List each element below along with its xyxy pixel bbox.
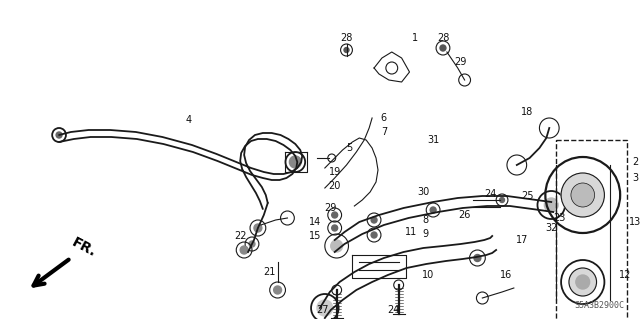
Text: 19: 19 — [328, 167, 341, 177]
Text: 1: 1 — [412, 33, 419, 43]
Text: 10: 10 — [422, 270, 435, 280]
Circle shape — [332, 212, 338, 218]
Circle shape — [371, 217, 377, 223]
Text: 5: 5 — [346, 143, 353, 153]
Circle shape — [344, 48, 349, 53]
Circle shape — [331, 240, 342, 252]
Circle shape — [240, 246, 248, 254]
Text: 8: 8 — [422, 215, 428, 225]
Circle shape — [332, 225, 338, 231]
Text: 9: 9 — [422, 229, 428, 239]
Text: 16: 16 — [500, 270, 512, 280]
Text: 15: 15 — [309, 231, 321, 241]
Circle shape — [545, 198, 558, 212]
Text: 14: 14 — [309, 217, 321, 227]
Text: 6: 6 — [381, 113, 387, 123]
Circle shape — [571, 183, 595, 207]
Text: 31: 31 — [427, 135, 439, 145]
Circle shape — [56, 132, 62, 138]
Text: 12: 12 — [619, 270, 631, 280]
Circle shape — [254, 224, 262, 232]
Text: 24: 24 — [388, 305, 400, 315]
Circle shape — [576, 275, 589, 289]
Text: 21: 21 — [264, 267, 276, 277]
Text: 20: 20 — [328, 181, 341, 191]
Text: 13: 13 — [628, 217, 640, 227]
Text: 28: 28 — [436, 33, 449, 43]
Circle shape — [500, 197, 504, 203]
Text: 2: 2 — [632, 157, 638, 167]
Text: 18: 18 — [520, 107, 532, 117]
Text: 25: 25 — [522, 191, 534, 201]
Circle shape — [274, 286, 282, 294]
Text: S5A3B2900C: S5A3B2900C — [574, 301, 624, 310]
Text: 22: 22 — [234, 231, 246, 241]
Text: 24: 24 — [484, 189, 497, 199]
Text: FR.: FR. — [69, 235, 98, 260]
Text: 11: 11 — [405, 227, 417, 237]
Circle shape — [289, 156, 301, 168]
Text: 27: 27 — [317, 305, 329, 315]
Circle shape — [317, 300, 333, 316]
Text: 23: 23 — [553, 213, 565, 223]
Text: 3: 3 — [632, 173, 638, 183]
Circle shape — [561, 173, 604, 217]
Text: 30: 30 — [417, 187, 429, 197]
Circle shape — [474, 255, 481, 262]
Text: 32: 32 — [545, 223, 557, 233]
Circle shape — [249, 241, 255, 247]
Text: 29: 29 — [454, 57, 467, 67]
Circle shape — [569, 268, 596, 296]
Text: 29: 29 — [324, 203, 337, 213]
Bar — [556, 140, 627, 319]
Text: 17: 17 — [516, 235, 528, 245]
Circle shape — [430, 207, 436, 213]
Circle shape — [440, 45, 446, 51]
Text: 7: 7 — [381, 127, 387, 137]
Text: 28: 28 — [340, 33, 353, 43]
Circle shape — [371, 232, 377, 238]
Text: 26: 26 — [458, 210, 471, 220]
Text: 4: 4 — [186, 115, 192, 125]
